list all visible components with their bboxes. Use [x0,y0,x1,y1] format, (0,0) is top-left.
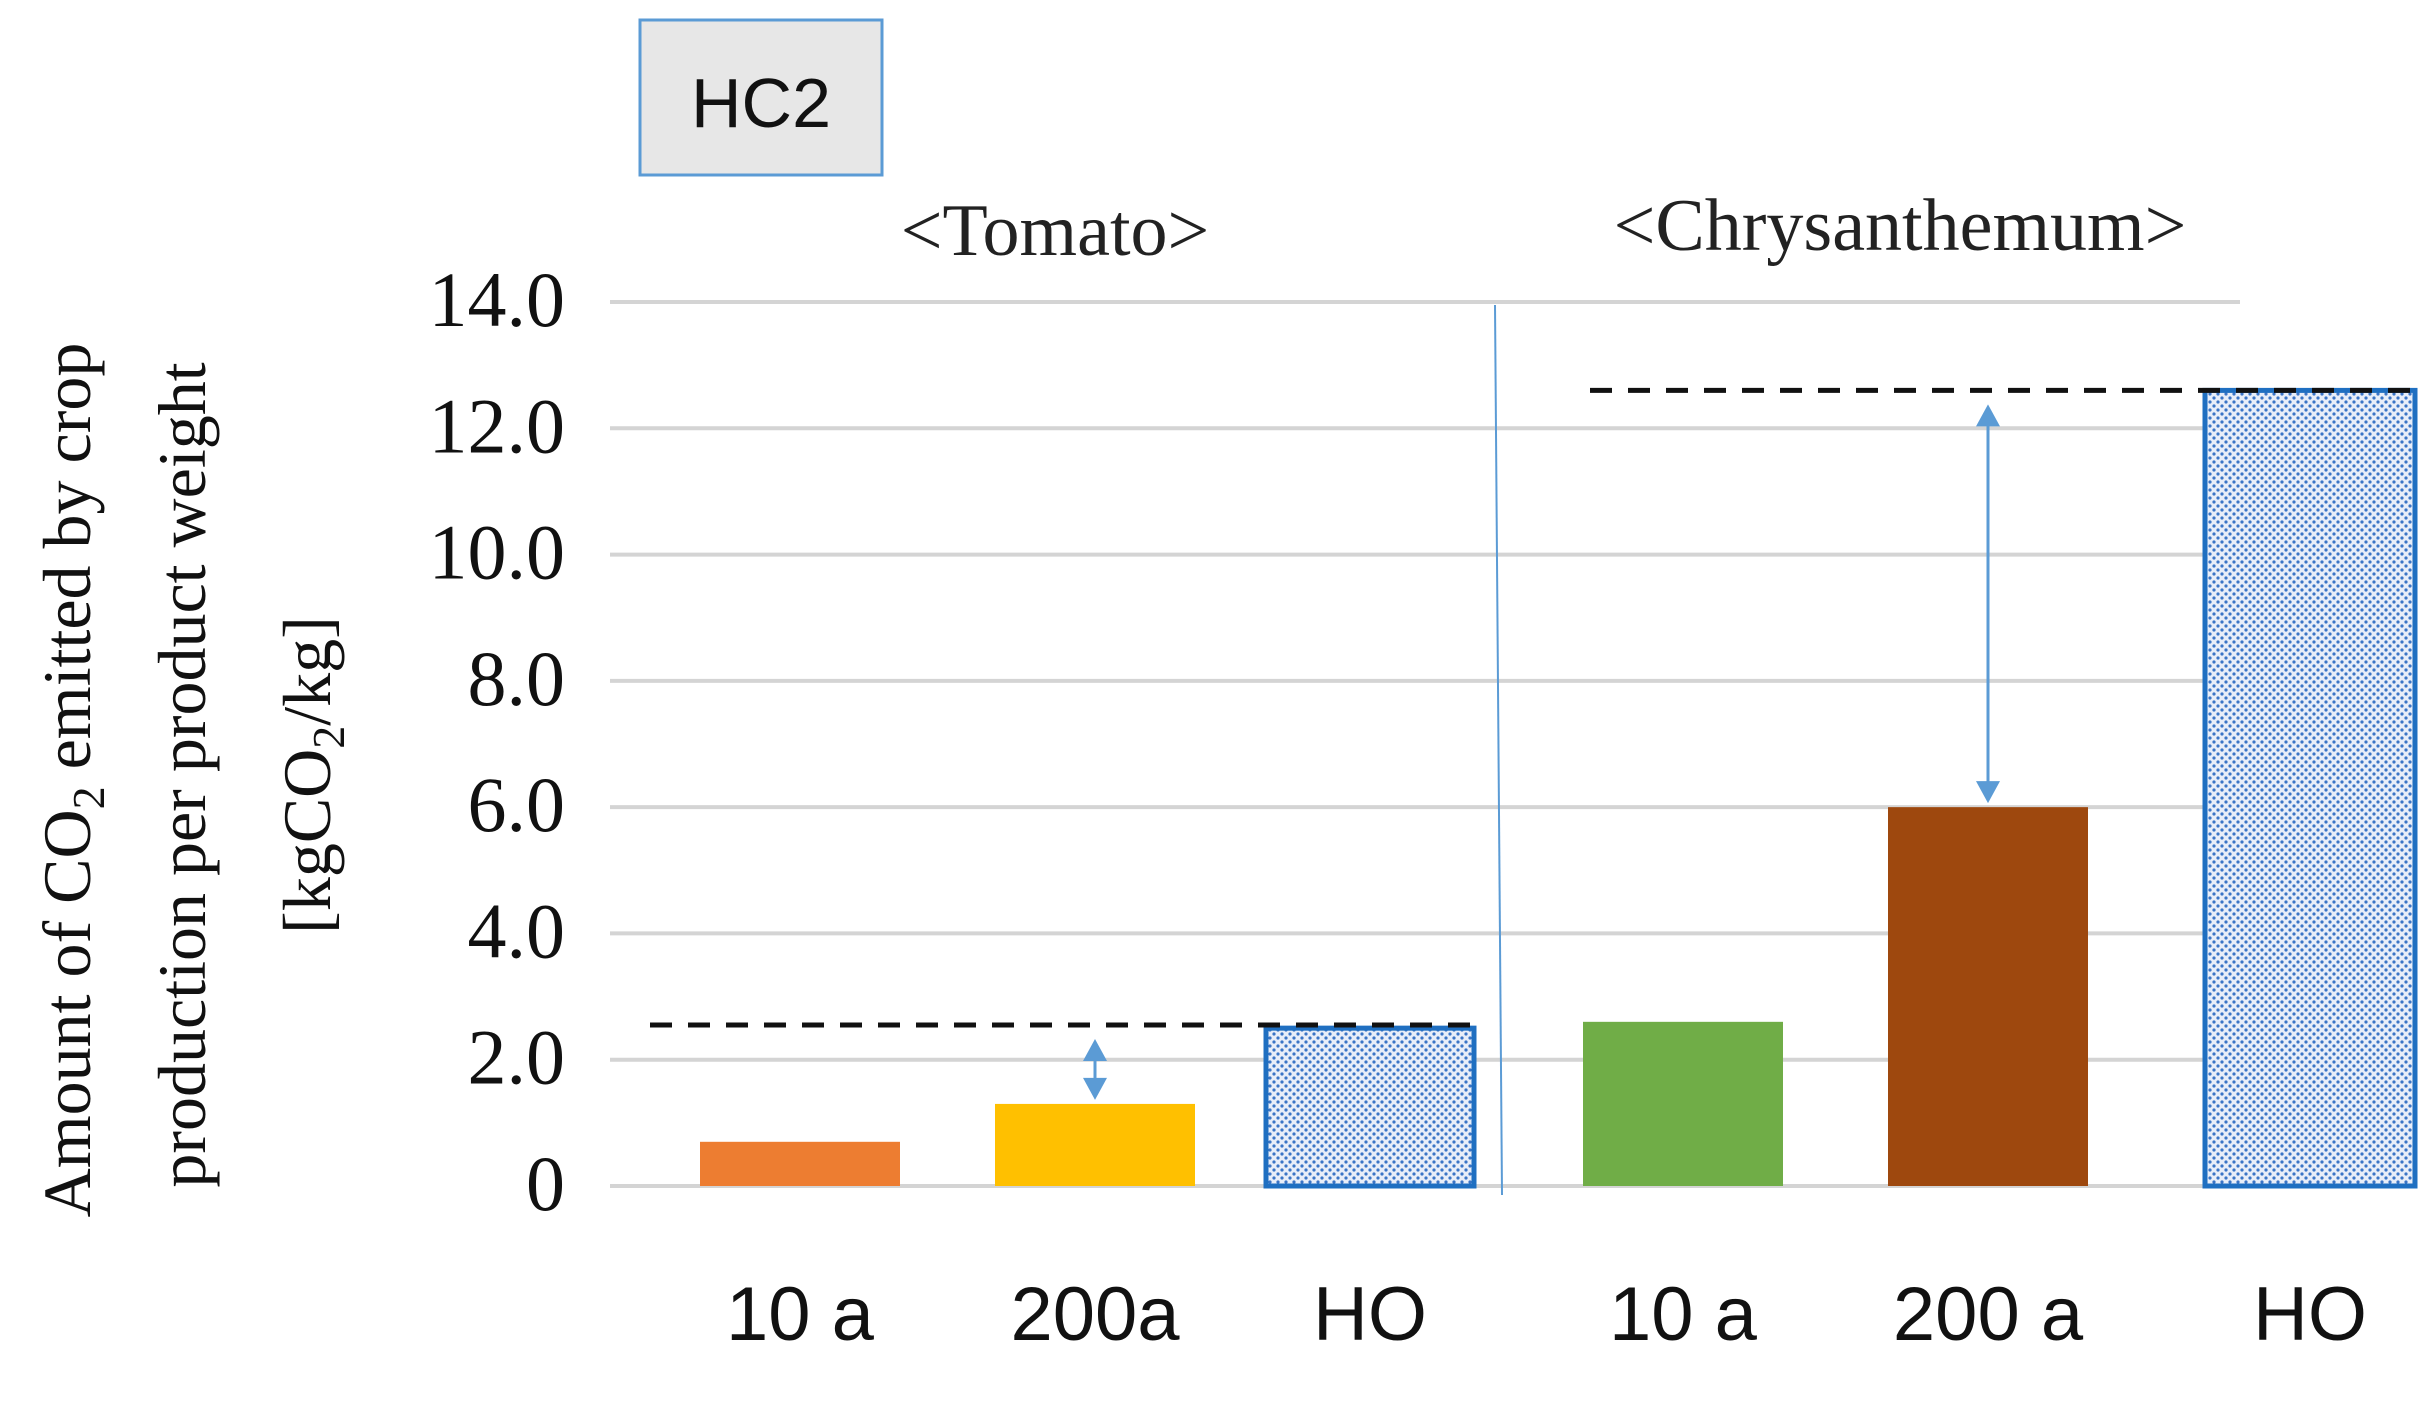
bars [700,387,2418,1189]
y-axis-label: Amount of CO2 emitted by crop production… [29,343,354,1218]
bar [1888,807,2088,1186]
x-tick-labels: 10 a 200a HO 10 a 200 a HO [726,1272,2367,1357]
y-tick-label: 14.0 [429,256,566,343]
y-axis-label-line1: Amount of CO2 emitted by crop [29,343,114,1218]
x-tick-label: 10 a [726,1272,875,1357]
bar [2202,387,2418,1189]
y-axis-label-line3: [kgCO2/kg] [269,616,354,934]
x-tick-label: HO [2253,1272,2367,1357]
bar [1583,1021,1783,1186]
y-tick-label: 8.0 [468,635,566,722]
group-divider [1494,304,1503,1196]
group-label: <Tomato> [901,190,1209,272]
y-tick-label: 12.0 [429,382,566,469]
reference-lines [650,387,2415,1100]
group-labels: <Tomato> <Chrysanthemum> [901,185,2187,272]
x-tick-label: 200 a [1893,1272,2084,1357]
bar [995,1103,1195,1186]
y-tick-label: 6.0 [468,761,566,848]
x-tick-label: HO [1313,1272,1427,1357]
chart-badge-box [638,18,884,177]
arrow-head-down [1083,1077,1107,1100]
x-tick-label: 200a [1010,1272,1180,1357]
y-axis-label-line3-sub: 2 [303,726,354,749]
y-tick-labels: 0 2.0 4.0 6.0 8.0 10.0 12.0 14.0 [429,256,566,1227]
y-axis-label-line1-sub: 2 [63,786,114,809]
y-tick-label: 2.0 [468,1014,566,1101]
arrow-head-up [1976,404,2000,427]
y-tick-label: 4.0 [468,887,566,974]
y-tick-label: 10.0 [429,509,566,596]
group-label: <Chrysanthemum> [1614,185,2187,267]
y-axis-label-line2: production per product weight [144,362,220,1187]
bar [700,1141,900,1186]
x-tick-label: 10 a [1609,1272,1758,1357]
bar [1263,1025,1477,1189]
chart-badge-label: HC2 [691,64,831,142]
y-tick-label: 0 [526,1140,565,1227]
arrow-head-up [1083,1038,1107,1061]
arrow-head-down [1976,781,2000,804]
